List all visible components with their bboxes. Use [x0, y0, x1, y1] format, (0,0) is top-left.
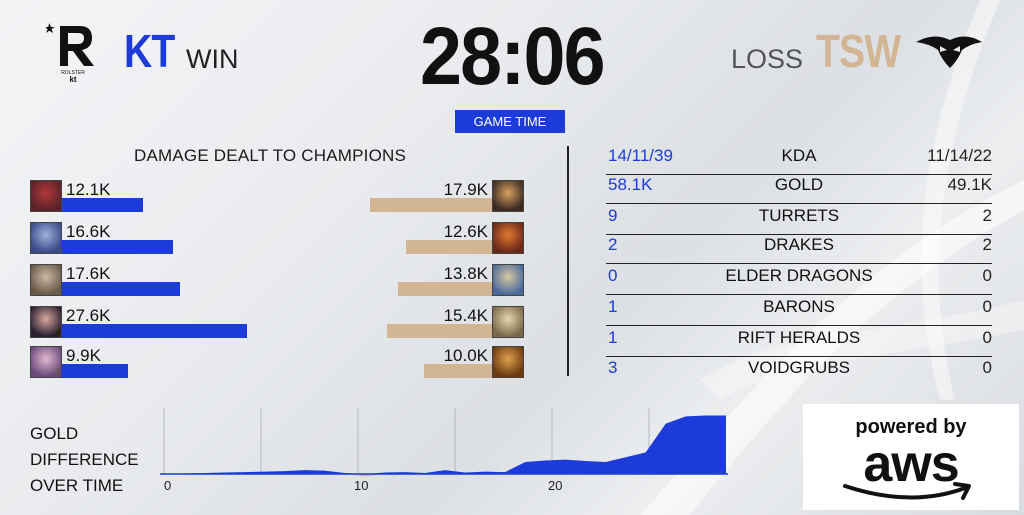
powered-by-text: powered by [855, 416, 967, 438]
sponsor-box: powered by aws [803, 404, 1019, 510]
right-damage-value: 12.6K [443, 222, 488, 241]
champion-portrait-2 [30, 222, 62, 254]
champion-portrait-4 [30, 306, 62, 338]
gold-graph-title-line: OVER TIME [30, 476, 124, 495]
stat-right-value: 0 [982, 328, 992, 347]
stat-row-kda: KDA 14/11/39 11/14/22 [606, 145, 992, 175]
right-damage-value: 15.4K [443, 306, 488, 325]
graph-x-tick-label: 20 [548, 478, 562, 492]
stat-right-value: 0 [982, 297, 992, 316]
right-damage-value: 17.9K [443, 180, 488, 199]
gold-difference-graph: 0 10 20 [160, 408, 728, 492]
left-damage-value: 12.1K [66, 180, 111, 199]
aws-logo-text: aws [863, 435, 959, 493]
stat-left-value: 14/11/39 [608, 146, 673, 165]
right-damage-value: 10.0K [443, 346, 488, 365]
stat-row-turrets: TURRETS 9 2 [606, 205, 992, 235]
stat-row-gold: GOLD 58.1K 49.1K [606, 174, 992, 204]
left-damage-value: 16.6K [66, 222, 111, 241]
right-team-result: LOSS [731, 44, 804, 74]
section-divider [567, 146, 569, 376]
stat-left-value: 9 [608, 206, 618, 225]
right-team-abbr: TSW [816, 25, 901, 77]
gold-graph-title-line: DIFFERENCE [30, 450, 139, 469]
stat-right-value: 2 [982, 235, 992, 254]
gold-graph-title-line: GOLD [30, 424, 79, 443]
stat-row-drakes: DRAKES 2 2 [606, 234, 992, 264]
left-damage-bar [62, 364, 128, 378]
stat-label: ELDER DRAGONS [725, 266, 873, 285]
stat-left-value: 1 [608, 328, 618, 347]
right-damage-bar [398, 282, 492, 296]
left-damage-value: 9.9K [66, 346, 101, 365]
champion-portrait-5 [30, 346, 62, 378]
champion-portrait-3 [30, 264, 62, 296]
right-damage-bar [406, 240, 492, 254]
stat-right-value: 49.1K [947, 175, 992, 194]
stat-row-elder-dragons: ELDER DRAGONS 0 0 [606, 265, 992, 295]
stat-row-voidgrubs: VOIDGRUBS 3 0 [606, 357, 992, 387]
graph-x-tick-label: 10 [354, 478, 368, 492]
right-damage-bar [424, 364, 492, 378]
kt-rolster-logo: ROLSTER kt [44, 22, 100, 84]
damage-section-title: DAMAGE DEALT TO CHAMPIONS [134, 146, 407, 165]
left-damage-value: 17.6K [66, 264, 111, 283]
right-damage-bar [387, 324, 492, 338]
graph-x-tick-label: 0 [164, 478, 171, 492]
stat-right-value: 2 [982, 206, 992, 225]
stat-label: DRAKES [764, 235, 834, 254]
tsw-logo [914, 32, 984, 72]
stat-right-value: 11/14/22 [927, 146, 992, 165]
stat-label: TURRETS [758, 206, 840, 225]
stat-left-value: 0 [608, 266, 618, 285]
champion-portrait-7 [492, 222, 524, 254]
champion-portrait-1 [30, 180, 62, 212]
left-damage-value: 27.6K [66, 306, 111, 325]
left-team-abbr: KT [124, 25, 175, 77]
stat-right-value: 0 [982, 358, 992, 377]
stat-label: RIFT HERALDS [737, 328, 861, 347]
kt-gold-area [164, 415, 726, 474]
left-damage-bar [62, 324, 247, 338]
left-team-result: WIN [186, 44, 239, 74]
champion-portrait-6 [492, 180, 524, 212]
champion-portrait-10 [492, 346, 524, 378]
stat-row-rift-heralds: RIFT HERALDS 1 0 [606, 327, 992, 357]
kt-logo-sub-text: kt [69, 75, 76, 82]
stat-label: VOIDGRUBS [747, 358, 851, 377]
stat-row-barons: BARONS 1 0 [606, 296, 992, 326]
left-damage-bar [62, 282, 180, 296]
stat-label: GOLD [774, 175, 824, 194]
stat-left-value: 1 [608, 297, 618, 316]
stat-left-value: 58.1K [608, 175, 653, 194]
champion-portrait-8 [492, 264, 524, 296]
right-damage-bar [370, 198, 492, 212]
stat-left-value: 2 [608, 235, 618, 254]
left-damage-bar [62, 240, 173, 254]
game-timer: 28:06 [420, 11, 606, 102]
game-time-badge: GAME TIME [455, 110, 565, 133]
kt-logo-small-text: ROLSTER [61, 70, 85, 76]
left-damage-bar [62, 198, 143, 212]
champion-portrait-9 [492, 306, 524, 338]
stat-right-value: 0 [982, 266, 992, 285]
gold-graph-title: GOLD DIFFERENCE OVER TIME [30, 421, 139, 499]
right-damage-value: 13.8K [443, 264, 488, 283]
stat-left-value: 3 [608, 358, 618, 377]
stat-label: BARONS [763, 297, 835, 316]
aws-smile-icon [843, 482, 971, 500]
stat-label: KDA [781, 146, 817, 165]
